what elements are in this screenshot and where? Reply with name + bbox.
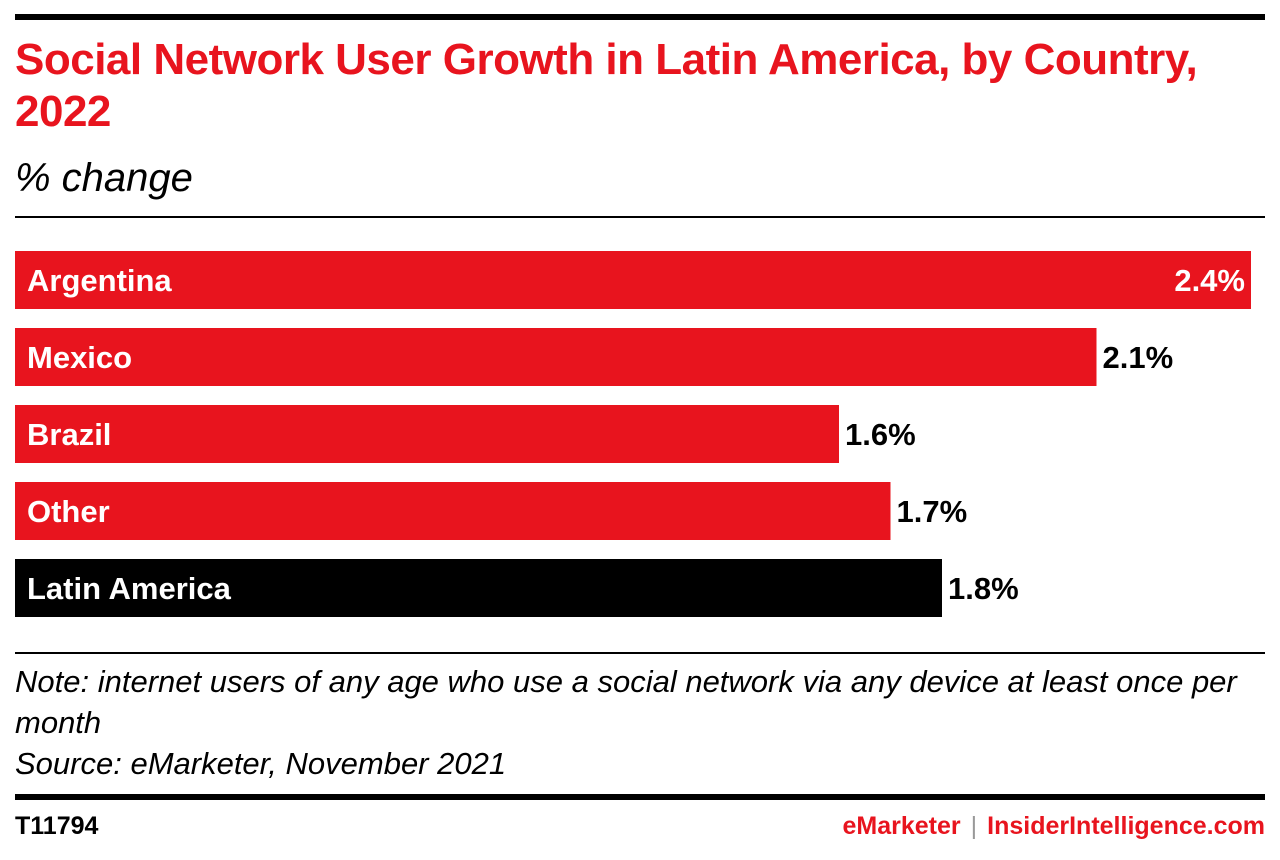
note-divider [15, 652, 1265, 654]
bottom-divider [15, 794, 1265, 800]
bar-mexico [15, 328, 1097, 386]
value-label: 2.4% [1174, 263, 1245, 298]
chart-subtitle: % change [15, 156, 193, 200]
footer-brand: eMarketer | InsiderIntelligence.com [843, 810, 1266, 842]
value-label: 1.8% [948, 571, 1019, 606]
bar-brazil [15, 405, 839, 463]
brand-insider-intelligence: InsiderIntelligence.com [987, 812, 1265, 840]
subtitle-divider [15, 216, 1265, 218]
value-label: 1.7% [897, 494, 968, 529]
top-divider [15, 14, 1265, 20]
category-label: Argentina [27, 263, 172, 298]
value-label: 1.6% [845, 417, 916, 452]
category-label: Other [27, 494, 110, 529]
brand-separator: | [970, 812, 978, 840]
bar-argentina [15, 251, 1251, 309]
chart-notes: Note: internet users of any age who use … [15, 661, 1265, 784]
chart-title: Social Network User Growth in Latin Amer… [15, 35, 1198, 136]
chart-id: T11794 [15, 812, 99, 840]
note-text: Note: internet users of any age who use … [15, 664, 1237, 740]
bar-latin-america [15, 559, 942, 617]
category-label: Mexico [27, 340, 132, 375]
brand-emarketer: eMarketer [842, 812, 961, 840]
category-label: Latin America [27, 571, 232, 606]
value-label: 2.1% [1103, 340, 1174, 375]
source-text: Source: eMarketer, November 2021 [15, 746, 507, 781]
category-label: Brazil [27, 417, 111, 452]
bar-other [15, 482, 891, 540]
